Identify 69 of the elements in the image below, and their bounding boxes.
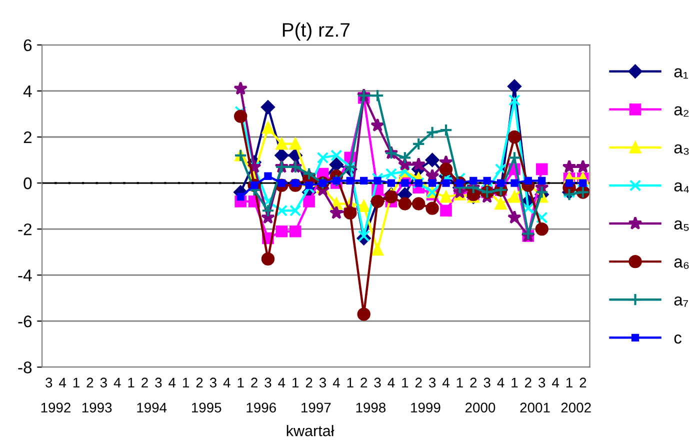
x-tick-label: 1: [347, 378, 354, 388]
x-axis-title: kwartał: [286, 425, 334, 436]
x-tick-label: 4: [223, 378, 230, 388]
x-tick-label: 3: [210, 378, 216, 388]
x-tick-label: 4: [442, 378, 450, 388]
x-tick-label: 2: [580, 378, 586, 388]
x-tick-label: 2: [251, 378, 258, 388]
x-tick-label: 1: [183, 378, 189, 388]
legend-label: c: [674, 334, 682, 344]
x-tick-label: 2: [470, 378, 477, 388]
y-tick-label: -2: [18, 223, 32, 236]
legend-label: a₇: [674, 296, 688, 307]
x-tick-label: 4: [332, 378, 340, 388]
x-tick-label: 3: [46, 378, 52, 388]
legend-label: a₂: [674, 106, 689, 117]
text: 2000: [465, 402, 496, 413]
y-tick-label: 0: [24, 177, 32, 190]
x-tick-label: 1: [73, 378, 80, 388]
y-tick-label: 6: [24, 39, 32, 52]
x-tick-label: 2: [525, 378, 532, 388]
x-tick-label: 4: [59, 378, 66, 388]
y-tick-label: -6: [18, 316, 32, 328]
x-tick-label: 4: [168, 378, 176, 388]
legend-label: a₅: [674, 220, 689, 231]
x-tick-label: 1: [128, 378, 134, 388]
x-tick-label: 1: [512, 378, 518, 388]
x-tick-label: 2: [415, 378, 422, 388]
legend-label: a₁: [674, 68, 688, 79]
x-tick-label: 4: [552, 378, 560, 388]
legend-label: a₆: [674, 258, 689, 269]
x-tick-label: 3: [100, 378, 107, 388]
text: 1992: [41, 402, 70, 413]
text: 1993: [82, 402, 112, 413]
x-tick-label: 2: [360, 378, 367, 388]
x-tick-label: 1: [292, 378, 299, 388]
text: 2002: [561, 402, 591, 413]
x-tick-label: 2: [306, 378, 312, 388]
x-tick-label: 3: [538, 378, 546, 388]
chart-title: P(t) rz.7: [282, 22, 350, 41]
x-tick-label: 4: [278, 378, 286, 388]
legend-label: a₃: [674, 144, 689, 155]
y-tick-label: -4: [18, 270, 32, 282]
x-tick-label: 3: [155, 378, 162, 388]
x-tick-label: 2: [142, 378, 148, 388]
x-tick-label: 3: [374, 378, 381, 388]
text: 2001: [520, 402, 550, 413]
x-tick-label: 4: [497, 378, 504, 388]
x-tick-label: 1: [456, 378, 463, 388]
text: 1998: [356, 402, 386, 413]
y-tick-label: 2: [24, 131, 32, 144]
text: 1994: [137, 402, 167, 413]
text: 1995: [192, 402, 222, 413]
text: 1999: [411, 402, 440, 413]
text: 1996: [246, 402, 276, 413]
x-tick-label: 2: [86, 378, 94, 388]
x-tick-label: 4: [388, 378, 395, 388]
y-tick-label: -8: [18, 362, 32, 374]
x-tick-label: 1: [238, 378, 244, 388]
x-tick-label: 4: [114, 378, 121, 388]
legend-label: a₄: [674, 182, 689, 193]
x-tick-label: 1: [566, 378, 572, 388]
y-tick-label: 4: [23, 86, 32, 98]
text: 1997: [302, 402, 331, 413]
x-tick-label: 3: [428, 378, 436, 388]
x-tick-label: 3: [484, 378, 490, 388]
x-tick-label: 3: [264, 378, 272, 388]
x-tick-label: 3: [319, 378, 326, 388]
x-tick-label: 2: [196, 378, 203, 388]
x-tick-label: 1: [402, 378, 408, 388]
